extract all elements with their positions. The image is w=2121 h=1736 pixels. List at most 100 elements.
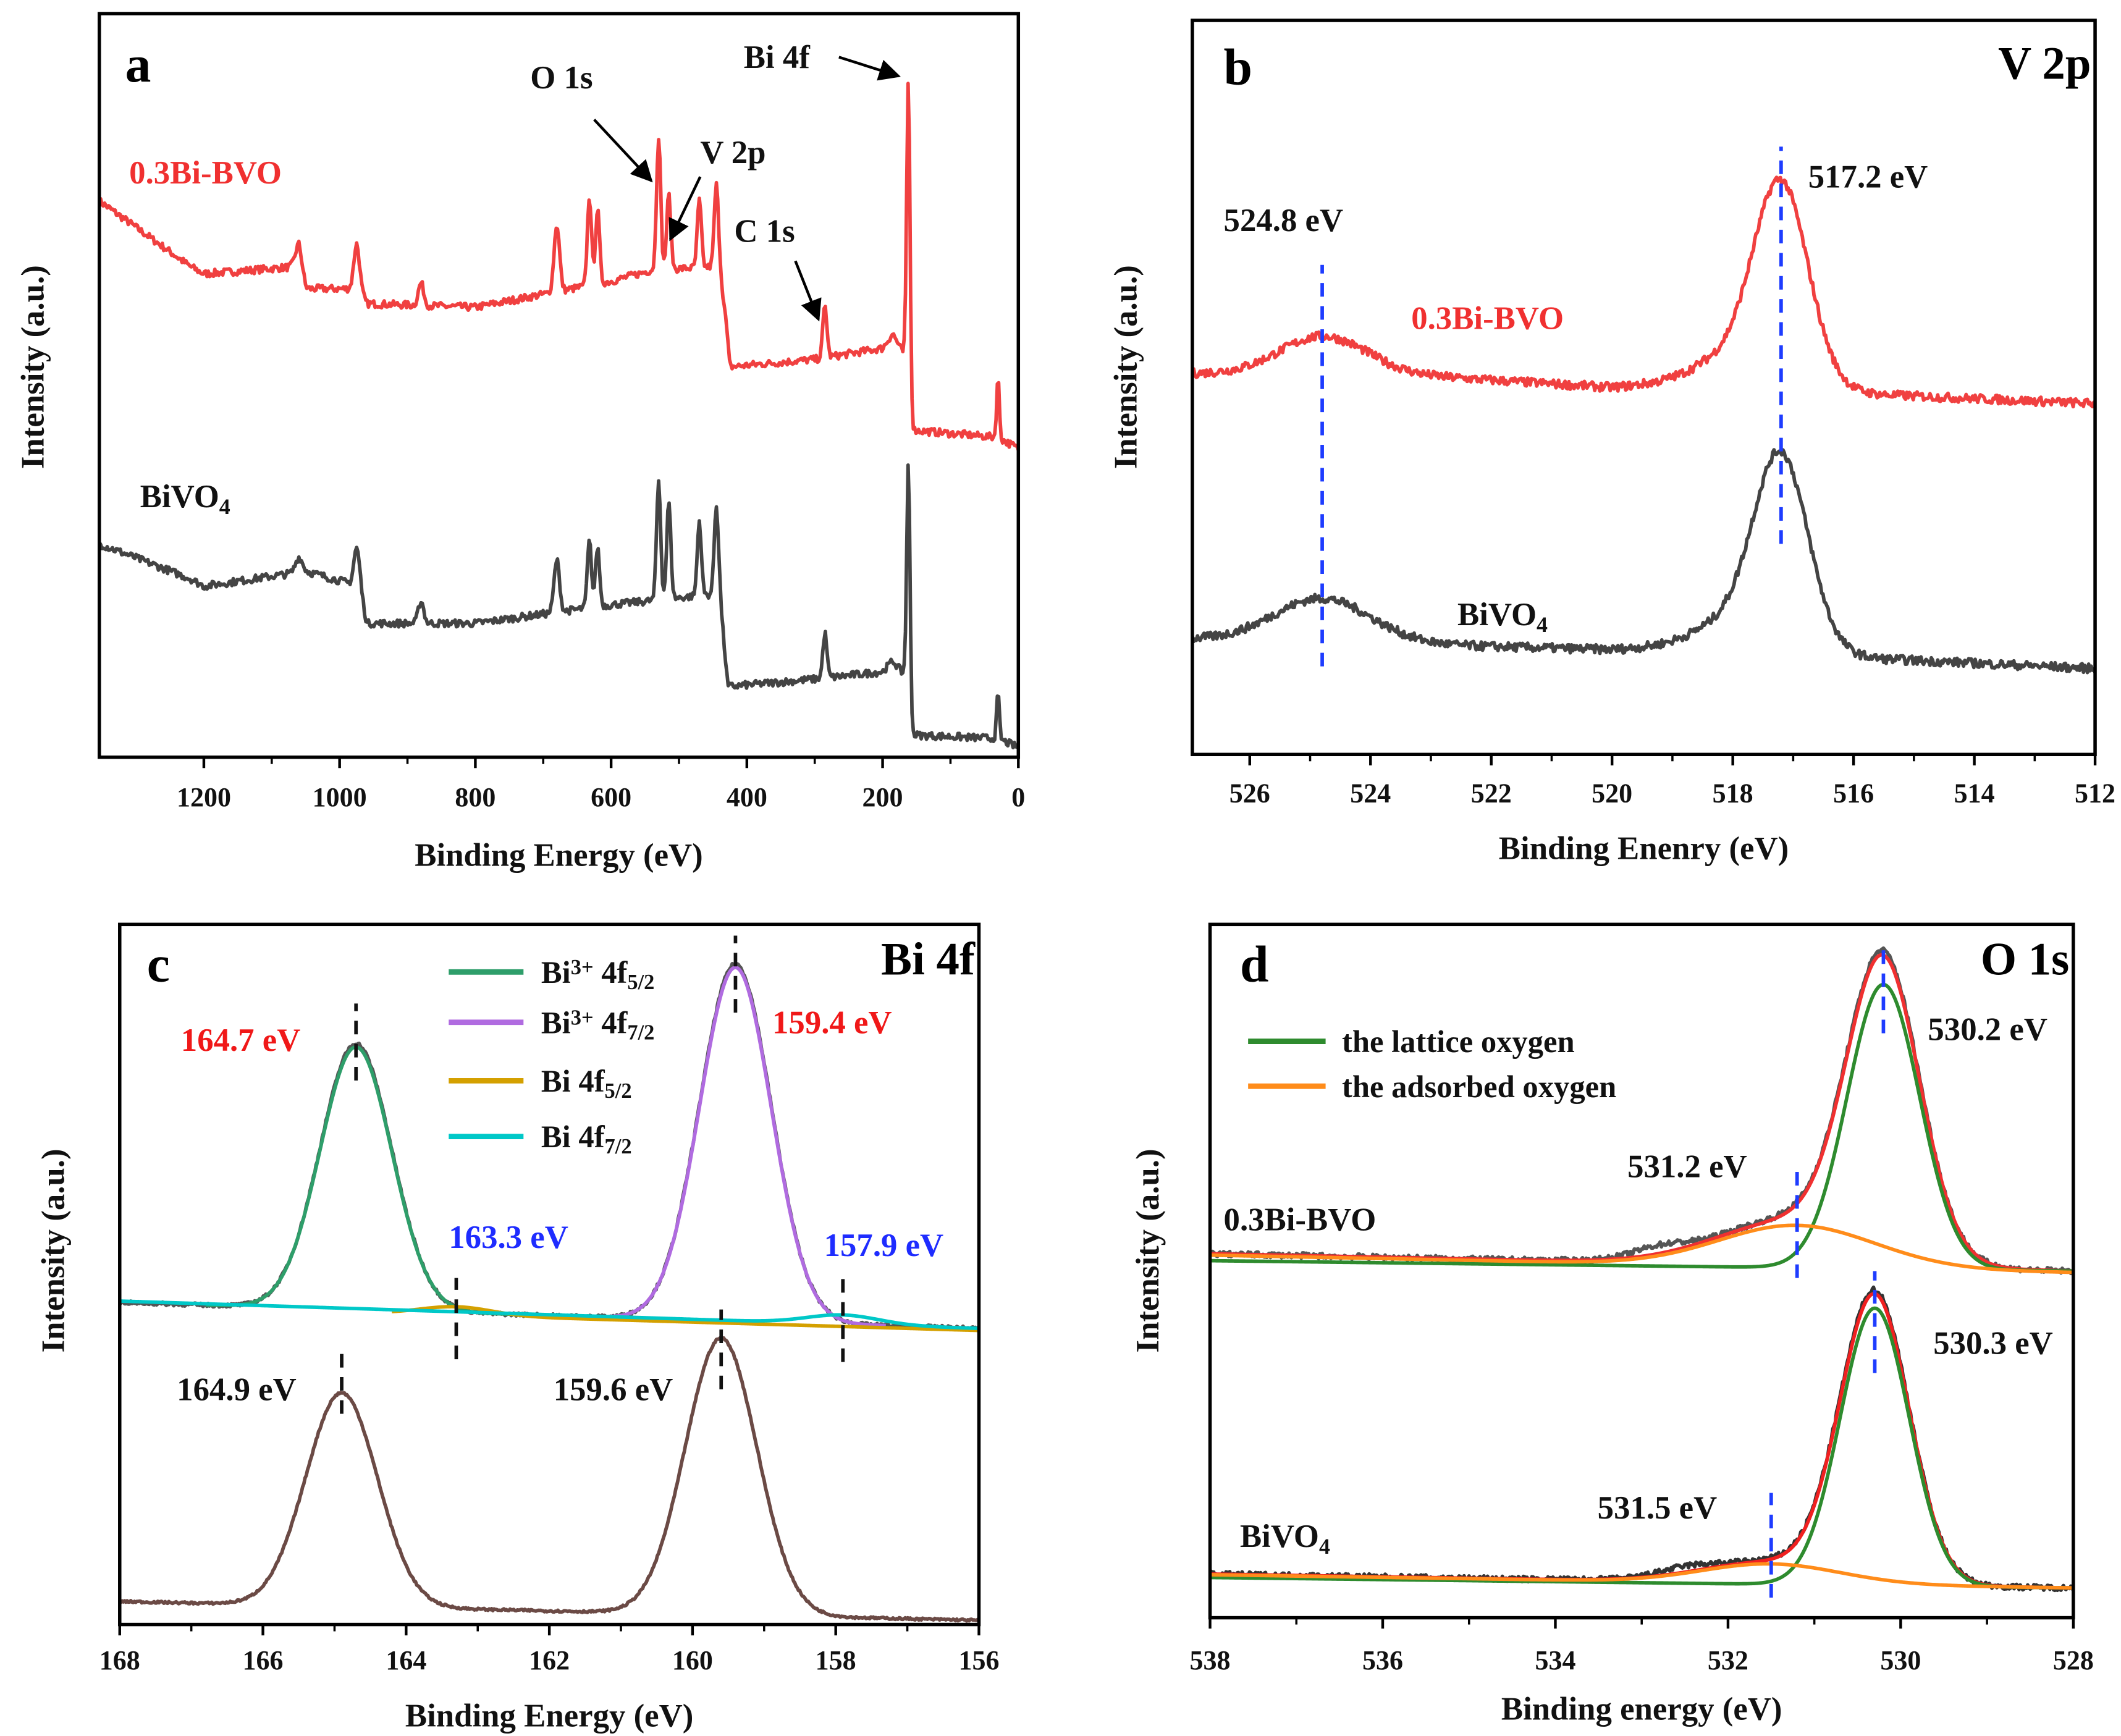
annotation-label-part: 0.3Bi-BVO (1224, 1202, 1377, 1237)
legend-label-part: Bi (541, 1005, 571, 1040)
y-axis-label: Intensity (a.u.) (36, 1148, 72, 1352)
y-axis-label: Intensity (a.u.) (15, 265, 51, 469)
legend: the lattice oxygen the adsorbed oxygen (1248, 1024, 1616, 1104)
series-line-0-3bi-bvo (99, 82, 1019, 451)
series-line-bivo4 (1192, 448, 2096, 675)
annotation-label: 159.6 eV (554, 1372, 673, 1407)
panel-letter: b (1224, 38, 1253, 96)
annotation-label-part: 159.6 eV (554, 1372, 673, 1407)
legend-label: the lattice oxygen (1342, 1024, 1575, 1059)
annotation-label-part: 531.5 eV (1598, 1490, 1718, 1526)
x-tick-label: 532 (1708, 1645, 1748, 1675)
legend-label-part: 7/2 (627, 1021, 654, 1045)
annotation-label-part: BiVO (1240, 1519, 1319, 1554)
panel-c: 168 166 164 162 160 158 156 Binding Energy (eV)… (36, 922, 999, 1734)
plot-area (119, 962, 979, 1623)
plot-frame (98, 12, 1021, 759)
x-tick-label: 516 (1833, 778, 1874, 808)
x-axis-label: Binding Energy (eV) (405, 1698, 693, 1734)
annotation-label-part: 159.4 eV (772, 1005, 892, 1040)
legend-label-part: 7/2 (605, 1135, 632, 1158)
plot-area (99, 82, 1019, 749)
x-tick-label: 526 (1229, 778, 1270, 808)
annotation-label: 524.8 eV (1224, 203, 1344, 238)
legend-label-part: the adsorbed oxygen (1342, 1069, 1616, 1104)
x-tick-label: 1000 (313, 782, 367, 812)
annotation-label: 159.4 eV (772, 1005, 892, 1040)
annotation-label: 164.7 eV (181, 1022, 301, 1058)
annotation-label-part: 4 (1537, 612, 1548, 637)
x-tick-label: 166 (243, 1645, 284, 1675)
annotation-label: Bi 4f (744, 40, 811, 75)
x-tick-label: 164 (386, 1645, 426, 1675)
panel-d: 538 536 534 532 530 528 Binding energy (eV) Int… (1130, 922, 2094, 1727)
x-axis-label: Binding energy (eV) (1501, 1692, 1782, 1727)
annotation-label-part: BiVO (1457, 597, 1537, 633)
annotation-label: 530.2 eV (1928, 1011, 2047, 1047)
annotation-label: BiVO4 (140, 479, 230, 519)
annotation-arrow (668, 176, 702, 242)
annotation-label: 164.9 eV (177, 1372, 297, 1407)
x-tick-label: 600 (591, 782, 631, 812)
series-line-bivo4 (99, 463, 1019, 749)
legend-label-part: 4f (594, 1005, 628, 1040)
panel-b: 526 524 522 520 518 516 514 512 Binding Enenry (… (1108, 19, 2115, 867)
annotation-label-part: V 2p (700, 135, 765, 171)
x-tick-label: 512 (2075, 778, 2115, 808)
annotation-label-part: 0.3Bi-BVO (129, 155, 282, 191)
annotation-label: O 1s (530, 60, 592, 96)
series-line-bivo4-lattice (1210, 1306, 2073, 1590)
annotation-label-part: 4 (1319, 1534, 1330, 1559)
series-line-the-adsorbed-oxygen (1210, 1223, 2073, 1275)
annotation-label-part: 157.9 eV (824, 1228, 944, 1263)
x-tick-label: 528 (2053, 1645, 2094, 1675)
annotation-label-part: Bi 4f (744, 40, 811, 75)
annotation-label-part: O 1s (530, 60, 592, 96)
x-tick-label: 520 (1592, 778, 1632, 808)
annotation-label-part: 530.3 eV (1933, 1326, 2053, 1362)
panel-a: 1200 1000 800 600 400 200 0 Binding Energy (eV)… (15, 12, 1025, 874)
annotation-label: 163.3 eV (449, 1220, 568, 1255)
annotation-label-part: 163.3 eV (449, 1220, 568, 1255)
annotation-label-part: 530.2 eV (1928, 1011, 2047, 1047)
annotation-label-part: 531.2 eV (1627, 1149, 1747, 1185)
x-tick-label: 160 (672, 1645, 713, 1675)
x-tick-label: 518 (1713, 778, 1753, 808)
x-axis-label: Binding Energy (eV) (415, 838, 702, 874)
legend-label-part: 3+ (571, 1006, 594, 1030)
annotation-label-part: BiVO (140, 479, 219, 515)
x-tick-label: 158 (816, 1645, 856, 1675)
series-line-bi-4f7-2 (119, 1299, 979, 1331)
y-axis-label: Intensity (a.u.) (1108, 265, 1144, 469)
legend-label-part: 5/2 (605, 1079, 632, 1103)
legend-label-part: the lattice oxygen (1342, 1024, 1575, 1059)
legend-label-part: Bi (541, 955, 571, 990)
plot-frame (1191, 19, 2097, 757)
annotation-label: 0.3Bi-BVO (129, 155, 282, 191)
annotation-label: V 2p (700, 135, 765, 171)
annotation-arrow (838, 56, 901, 81)
x-tick-label: 522 (1471, 778, 1512, 808)
y-axis-label: Intensity (a.u.) (1130, 1148, 1166, 1352)
legend-label-part: 4f (594, 955, 628, 990)
annotation-label: C 1s (734, 214, 795, 250)
panel-letter: d (1240, 936, 1268, 993)
annotation-label: 530.3 eV (1933, 1326, 2053, 1362)
annotation-label-part: 517.2 eV (1808, 159, 1928, 195)
annotation-label-part: C 1s (734, 214, 795, 250)
x-tick-label: 162 (529, 1645, 570, 1675)
annotation-label: BiVO4 (1457, 597, 1548, 637)
series-line-bi-4f5-2 (390, 1305, 979, 1333)
legend-label: the adsorbed oxygen (1342, 1069, 1616, 1104)
x-tick-label: 536 (1362, 1645, 1403, 1675)
panel-title: O 1s (1981, 934, 2069, 985)
x-tick-label: 524 (1350, 778, 1391, 808)
annotation-label: 531.5 eV (1598, 1490, 1718, 1526)
panel-title: Bi 4f (881, 934, 976, 985)
x-tick-label: 168 (99, 1645, 140, 1675)
legend-label-part: 3+ (571, 956, 594, 979)
x-tick-label: 538 (1190, 1645, 1231, 1675)
legend-label: Bi3+ 4f7/2 (541, 1005, 654, 1044)
x-tick-label: 534 (1535, 1645, 1575, 1675)
